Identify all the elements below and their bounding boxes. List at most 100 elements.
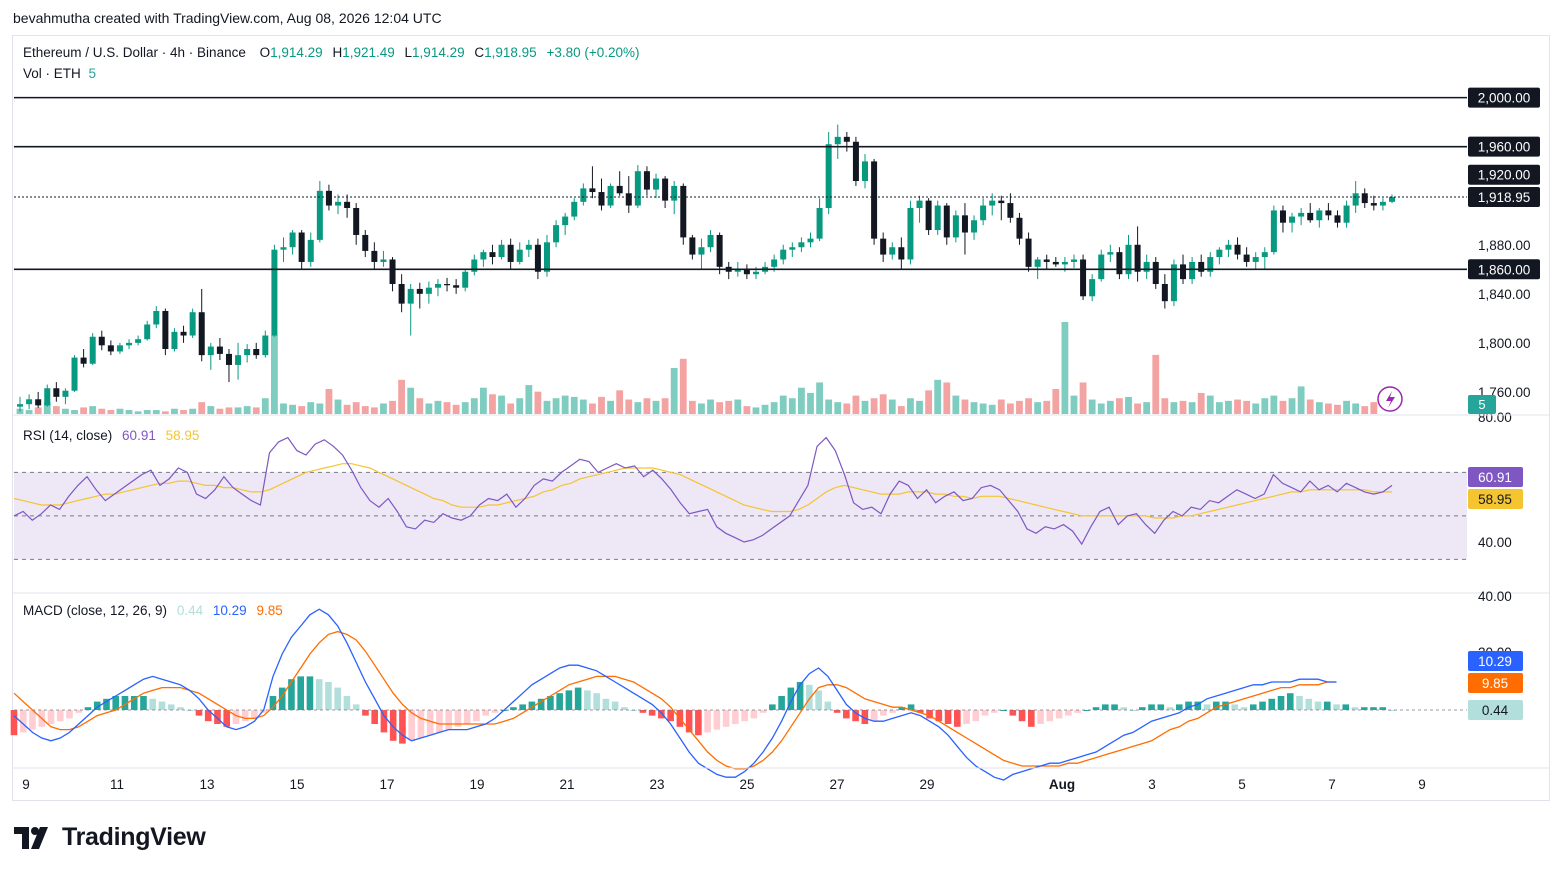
macd-histogram-bar xyxy=(1138,707,1146,710)
volume-bar xyxy=(598,396,605,414)
macd-histogram-bar xyxy=(713,710,721,730)
candle-body xyxy=(907,207,914,260)
volume-bar xyxy=(298,406,306,414)
macd-histogram-bar xyxy=(611,701,619,710)
volume-label: Vol · ETH xyxy=(23,66,81,81)
macd-histogram-bar xyxy=(1268,698,1276,710)
macd-histogram-bar xyxy=(1249,704,1257,710)
candle-body xyxy=(1370,203,1377,206)
volume-bar xyxy=(1234,399,1241,414)
candle-body xyxy=(934,205,941,231)
volume-bar xyxy=(934,379,942,414)
macd-histogram-bar xyxy=(66,710,73,719)
volume-bar xyxy=(861,400,869,414)
volume-bar xyxy=(770,402,778,414)
volume-bar xyxy=(516,398,524,414)
macd-histogram-bar xyxy=(935,710,943,722)
candle-body xyxy=(1216,249,1223,258)
volume-bar xyxy=(1297,386,1305,414)
candle-body xyxy=(743,269,750,275)
candle-body xyxy=(453,285,460,288)
macd-histogram-bar xyxy=(112,696,120,710)
candle-body xyxy=(516,249,523,262)
level-tag-bg xyxy=(1468,87,1540,108)
volume-bar xyxy=(589,403,596,414)
candle-body xyxy=(398,284,405,304)
volume-bar xyxy=(1334,404,1341,414)
volume-bar xyxy=(289,404,296,414)
macd-histogram-bar xyxy=(1111,704,1118,710)
candle-body xyxy=(534,244,541,272)
candle-body xyxy=(1389,196,1395,202)
price-axis-tick: 1,800.00 xyxy=(1478,336,1531,351)
volume-bar xyxy=(788,398,796,414)
volume-bar xyxy=(243,406,251,414)
candle-body xyxy=(825,144,832,208)
macd-histogram-bar xyxy=(981,710,989,716)
candle-body xyxy=(198,312,205,356)
volume-bar xyxy=(1116,398,1123,414)
volume-bar xyxy=(1025,398,1032,414)
macd-value: 10.29 xyxy=(212,603,247,618)
macd-histogram-bar xyxy=(593,693,600,710)
candle-body xyxy=(798,242,805,248)
macd-histogram-bar xyxy=(1074,710,1081,713)
candle-body xyxy=(244,349,251,356)
candle-body xyxy=(471,259,478,272)
macd-histogram-bar xyxy=(658,710,665,719)
candle-body xyxy=(1134,244,1141,272)
macd-histogram-bar xyxy=(1028,710,1035,727)
volume-bar xyxy=(561,395,569,414)
macd-histogram-bar xyxy=(1370,707,1377,710)
volume-bar xyxy=(752,407,760,414)
rsi-value-tag: 60.91 xyxy=(1478,470,1512,485)
volume-bar xyxy=(698,403,705,414)
candle-body xyxy=(171,331,178,350)
volume-bar xyxy=(361,406,369,414)
time-axis-tick: 11 xyxy=(110,777,124,792)
volume-bar xyxy=(134,411,142,414)
macd-histogram-bar xyxy=(602,698,610,710)
rsi-ma-tag: 58.95 xyxy=(1478,492,1512,507)
macd-histogram-bar xyxy=(454,710,462,727)
macd-label: MACD (close, 12, 26, 9) xyxy=(23,603,168,618)
volume-bar xyxy=(261,398,269,414)
candle-body xyxy=(1279,210,1286,223)
candle-body xyxy=(1098,254,1105,280)
macd-histogram-bar xyxy=(1240,707,1248,710)
candle-body xyxy=(507,244,514,262)
macd-histogram-bar xyxy=(1102,704,1109,710)
volume-bar xyxy=(98,408,106,414)
macd-histogram-bar xyxy=(1037,710,1044,724)
volume-bar xyxy=(552,398,560,414)
candle-body xyxy=(653,178,660,190)
volume-bar xyxy=(180,410,187,414)
low-value: 1,914.29 xyxy=(412,45,465,60)
candle-body xyxy=(17,404,23,407)
created-by-line: bevahmutha created with TradingView.com,… xyxy=(13,10,442,26)
macd-histogram-bar xyxy=(861,710,869,724)
candle-body xyxy=(1116,252,1123,275)
candle-body xyxy=(1061,261,1068,265)
macd-histogram-bar xyxy=(556,693,563,710)
high-value: 1,921.49 xyxy=(342,45,395,60)
volume-bar xyxy=(416,398,424,414)
volume-bar xyxy=(707,399,714,414)
macd-histogram-bar xyxy=(251,710,258,719)
macd-histogram-bar xyxy=(140,696,147,710)
candle-body xyxy=(462,271,469,288)
candle-body xyxy=(307,239,314,262)
macd-histogram-bar xyxy=(325,682,332,710)
volume-bar xyxy=(425,403,433,414)
candle-body xyxy=(1052,261,1059,265)
volume-bar xyxy=(888,399,896,414)
rsi-ma-tag-bg xyxy=(1468,489,1523,509)
volume-bar xyxy=(370,407,378,414)
macd-signal-tag-bg xyxy=(1468,673,1523,693)
candle-body xyxy=(871,161,878,239)
volume-bar xyxy=(334,399,342,414)
candle-body xyxy=(489,252,496,258)
time-axis-tick: Aug xyxy=(1049,777,1075,792)
macd-histogram-bar xyxy=(19,710,27,733)
